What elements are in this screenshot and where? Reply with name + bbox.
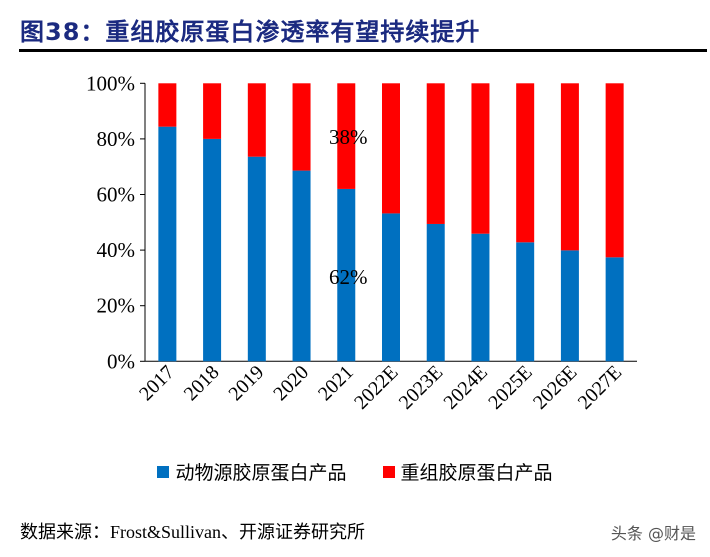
bar-segment-animal	[203, 138, 222, 362]
bar-segment-recombinant	[382, 83, 400, 214]
legend-swatch	[157, 465, 170, 478]
bar-segment-recombinant	[247, 83, 266, 157]
y-tick-label: 80%	[97, 127, 136, 151]
data-label-recombinant-2021: 38%	[329, 125, 368, 149]
bar-segment-animal	[158, 126, 177, 362]
bar-segment-animal	[605, 257, 624, 362]
bar-segment-recombinant	[158, 83, 177, 127]
data-label-animal-2021: 62%	[329, 265, 368, 289]
legend-label: 动物源胶原蛋白产品	[175, 462, 347, 484]
legend-item-recombinant: 重组胶原蛋白产品	[382, 458, 553, 485]
figure-title: 图38：重组胶原蛋白渗透率有望持续提升	[20, 18, 481, 46]
x-tick-label: 2027E	[574, 361, 626, 413]
legend: 动物源胶原蛋白产品 重组胶原蛋白产品	[0, 458, 710, 485]
x-tick-label: 2025E	[484, 361, 536, 413]
legend-label: 重组胶原蛋白产品	[400, 462, 553, 484]
legend-swatch	[382, 465, 395, 478]
x-tick-label: 2019	[225, 361, 269, 405]
bar-segment-recombinant	[471, 83, 490, 234]
legend-item-animal: 动物源胶原蛋白产品	[157, 458, 347, 485]
bar-segment-animal	[292, 170, 311, 362]
bar-segment-recombinant	[337, 83, 356, 189]
bar-segment-recombinant	[605, 83, 624, 258]
bar-segment-animal	[516, 242, 535, 362]
bar-segment-animal	[382, 213, 400, 362]
x-tick-label: 2017	[135, 361, 179, 405]
x-tick-label: 2024E	[440, 361, 492, 413]
y-tick-label: 0%	[107, 349, 135, 373]
y-tick-label: 100%	[86, 71, 135, 95]
bar-segment-animal	[471, 233, 490, 362]
y-tick-label: 60%	[97, 183, 136, 207]
bar-segment-recombinant	[292, 83, 311, 171]
bar-segment-recombinant	[560, 83, 579, 251]
watermark: 头条 @财是	[610, 524, 696, 543]
y-tick-label: 40%	[97, 238, 136, 262]
title-divider	[19, 49, 707, 52]
x-tick-label: 2026E	[529, 361, 581, 413]
bar-segment-animal	[560, 250, 579, 362]
x-tick-label: 2020	[269, 361, 313, 405]
y-tick-label: 20%	[97, 294, 136, 318]
bar-segment-recombinant	[426, 83, 445, 224]
bar-segment-animal	[247, 156, 266, 362]
bar-segment-recombinant	[516, 83, 535, 243]
source-note: 数据来源：Frost&Sullivan、开源证券研究所	[20, 522, 366, 542]
bar-segment-animal	[337, 188, 356, 362]
x-tick-label: 2018	[180, 361, 224, 405]
bar-segment-recombinant	[203, 83, 222, 139]
x-tick-label: 2023E	[395, 361, 447, 413]
bar-segment-animal	[426, 223, 445, 362]
x-tick-label: 2022E	[350, 361, 402, 413]
